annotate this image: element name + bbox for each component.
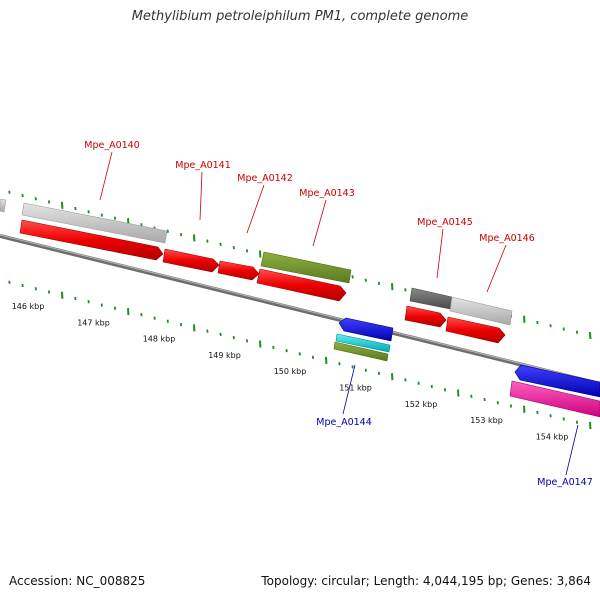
leader-line-mpe-a0147 — [565, 424, 579, 476]
scale-label: 148 kbp — [143, 335, 176, 344]
gene-feature-dark-gray[interactable] — [409, 287, 453, 310]
gene-arrow-mpe-a0144[interactable] — [338, 317, 394, 342]
genome-title: Methylibium petroleiphilum PM1, complete… — [131, 9, 469, 24]
gene-label-mpe-a0142[interactable]: Mpe_A0142 — [237, 173, 293, 184]
leader-line-mpe-a0145 — [436, 228, 444, 279]
gene-arrow-mpe-a0142[interactable] — [217, 260, 260, 281]
gene-labels: Mpe_A0140 Mpe_A0141 Mpe_A0142 Mpe_A0143 … — [84, 140, 593, 488]
gene-label-mpe-a0145[interactable]: Mpe_A0145 — [417, 217, 473, 228]
scale-label: 153 kbp — [470, 416, 503, 425]
topology-summary: Topology: circular; Length: 4,044,195 bp… — [261, 574, 591, 588]
leader-line-mpe-a0141 — [199, 171, 203, 221]
gene-feature-cyan[interactable] — [335, 333, 391, 353]
gene-label-mpe-a0146[interactable]: Mpe_A0146 — [479, 233, 535, 244]
gene-arrow-mpe-a0140[interactable] — [19, 219, 164, 261]
scale-label: 151 kbp — [339, 384, 372, 393]
scale-label: 147 kbp — [77, 318, 110, 327]
leader-line-mpe-a0146 — [486, 244, 507, 293]
inner-tick-row — [8, 280, 592, 430]
gene-label-mpe-a0140[interactable]: Mpe_A0140 — [84, 140, 140, 151]
scale-label: 149 kbp — [208, 351, 241, 360]
gene-arrow-mpe-a0146[interactable] — [445, 316, 506, 344]
scale-label: 152 kbp — [405, 400, 438, 409]
gene-feature-gray[interactable] — [21, 202, 168, 244]
scale-label: 154 kbp — [536, 432, 569, 441]
gene-feature-gray-partial[interactable] — [0, 198, 7, 213]
gene-label-mpe-a0143[interactable]: Mpe_A0143 — [299, 188, 355, 199]
scale-label: 150 kbp — [274, 367, 307, 376]
gene-feature-light-gray[interactable] — [449, 296, 513, 326]
gene-label-mpe-a0144[interactable]: Mpe_A0144 — [316, 417, 372, 428]
leader-lines — [99, 151, 579, 476]
reverse-genes — [333, 317, 600, 418]
forward-genes — [0, 198, 513, 344]
gene-label-mpe-a0147[interactable]: Mpe_A0147 — [537, 477, 593, 488]
gene-arrow-mpe-a0143[interactable] — [256, 268, 347, 302]
gene-feature-olive-small[interactable] — [333, 341, 389, 362]
accession-label: Accession: NC_008825 — [9, 574, 146, 588]
scale-labels: 146 kbp 147 kbp 148 kbp 149 kbp 150 kbp 151 k… — [12, 302, 569, 441]
leader-line-mpe-a0144 — [342, 364, 356, 415]
leader-line-mpe-a0143 — [312, 199, 327, 247]
gene-feature-pink[interactable] — [509, 380, 600, 418]
gene-feature-olive[interactable] — [260, 251, 352, 284]
gene-arrow-mpe-a0141[interactable] — [162, 248, 220, 273]
gene-arrow-mpe-a0145[interactable] — [404, 305, 447, 328]
leader-line-mpe-a0140 — [99, 151, 113, 201]
genome-backbone — [0, 234, 600, 386]
gene-arrow-mpe-a0147[interactable] — [514, 364, 600, 398]
scale-label: 146 kbp — [12, 302, 45, 311]
leader-line-mpe-a0142 — [246, 184, 265, 234]
gene-label-mpe-a0141[interactable]: Mpe_A0141 — [175, 160, 231, 171]
genome-backbone-highlight — [0, 234, 600, 384]
